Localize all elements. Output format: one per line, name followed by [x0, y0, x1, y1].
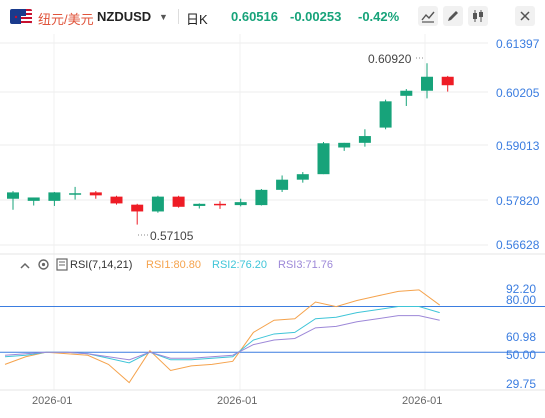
indicator-toggle-icon[interactable] — [56, 258, 68, 276]
candle-body — [27, 197, 40, 201]
date-label: 2026-01 — [217, 395, 258, 407]
price-change: -0.00253 — [290, 9, 342, 24]
rsi-axis-tick: 50.00 — [506, 348, 537, 362]
line-chart-button[interactable] — [418, 6, 438, 26]
close-icon — [520, 11, 530, 21]
candle-body — [89, 192, 102, 196]
candle-body — [317, 143, 330, 175]
symbol-code[interactable]: NZDUSD — [97, 9, 152, 24]
divider — [178, 9, 179, 24]
nz-us-flag-icon — [10, 9, 32, 24]
chart-settings-button[interactable] — [468, 6, 488, 26]
period-selector[interactable]: 日K — [186, 12, 208, 27]
low-price-marker: 0.57105 — [150, 229, 194, 243]
collapse-indicator-icon[interactable] — [19, 259, 31, 277]
candle-body — [48, 192, 61, 201]
draw-button[interactable] — [443, 6, 463, 26]
candle-body — [214, 203, 226, 206]
draw-pen-icon — [448, 11, 458, 21]
high-price-marker: 0.60920 — [368, 52, 412, 66]
candle-body — [7, 192, 19, 199]
price-change-pct: -0.42% — [358, 9, 400, 24]
line-chart-icon — [421, 11, 435, 23]
last-price: 0.60516 — [231, 9, 278, 24]
candle-body — [379, 101, 392, 128]
rsi-indicator-label[interactable]: RSI(7,14,21) — [70, 259, 133, 271]
candle-body — [338, 142, 351, 148]
indicator-settings-icon[interactable] — [37, 258, 50, 276]
price-axis-tick: 0.60205 — [496, 86, 540, 100]
rsi-axis-tick: 60.98 — [506, 330, 537, 344]
rsi1-value: RSI1:80.80 — [146, 259, 202, 271]
candle-body — [400, 90, 413, 96]
candle-body — [276, 179, 289, 190]
candle-settings-icon — [473, 10, 483, 22]
symbol-dropdown-icon[interactable]: ▼ — [159, 12, 168, 22]
symbol-name-cn[interactable]: 纽元/美元 — [38, 12, 94, 27]
date-label: 2026-01 — [32, 395, 73, 407]
close-button[interactable] — [515, 6, 535, 26]
candle-body — [421, 76, 433, 91]
candle-body — [441, 76, 454, 86]
rsi3-line — [4, 315, 440, 361]
candle-body — [255, 189, 268, 206]
price-axis-tick: 0.57820 — [496, 194, 540, 208]
candle-body — [172, 196, 185, 207]
rsi1-line — [4, 289, 440, 384]
candle-body — [358, 136, 371, 143]
candle-body — [69, 193, 82, 195]
price-axis-tick: 0.56628 — [496, 238, 540, 252]
rsi3-value: RSI3:71.76 — [278, 259, 334, 271]
rsi2-value: RSI2:76.20 — [212, 259, 268, 271]
candle-body — [234, 202, 247, 206]
rsi-axis-tick: 29.75 — [506, 377, 537, 391]
date-label: 2026-01 — [402, 395, 443, 407]
candle-body — [131, 204, 144, 212]
quote-header: 纽元/美元 NZDUSD ▼ 日K 0.60516 -0.00253 -0.42… — [0, 0, 545, 34]
price-axis-tick: 0.59013 — [496, 139, 540, 153]
rsi-axis-tick: 80.00 — [506, 293, 537, 307]
rsi-axis-tick: 92.20 — [506, 282, 537, 296]
candle-body — [296, 174, 309, 180]
price-axis-tick: 0.61397 — [496, 37, 540, 51]
candle-body — [193, 203, 206, 206]
candle-body — [151, 196, 164, 212]
candle-body — [110, 196, 123, 204]
